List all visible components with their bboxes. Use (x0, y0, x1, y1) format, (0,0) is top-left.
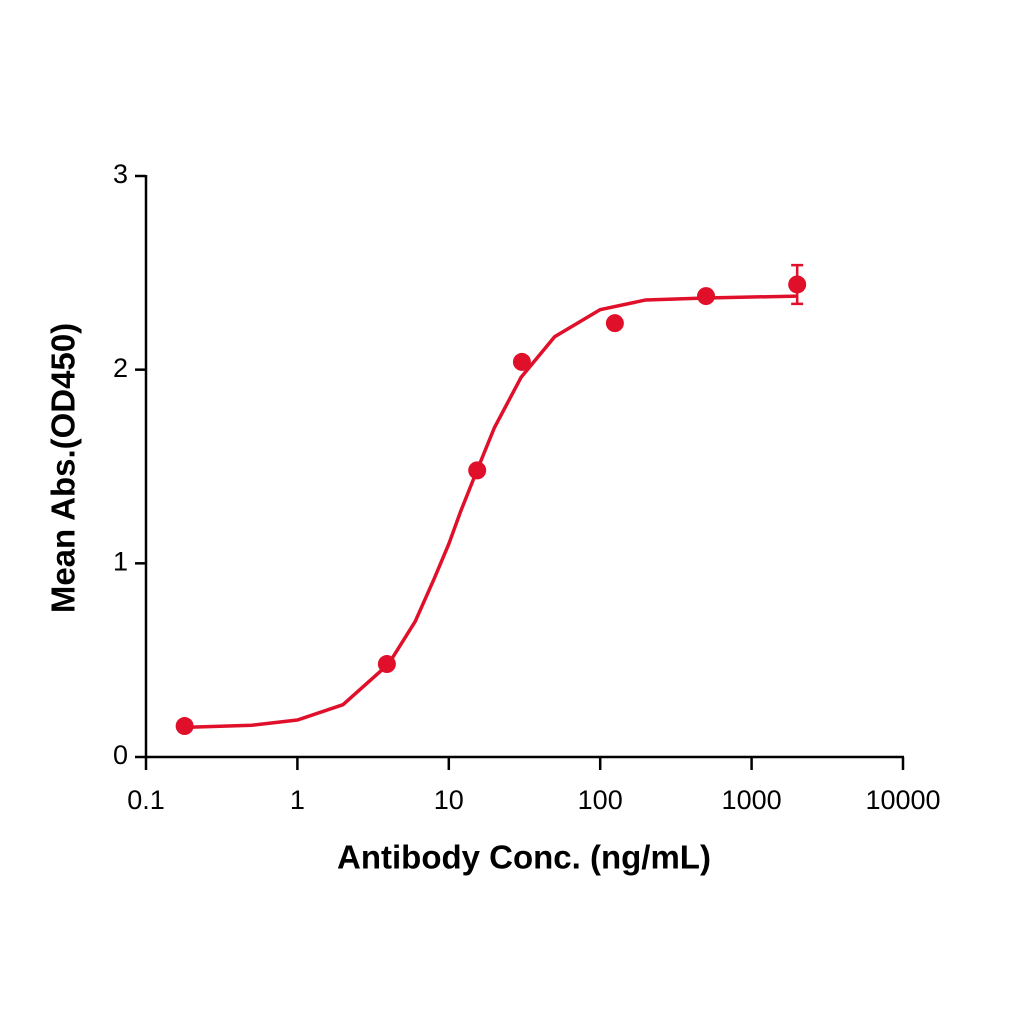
data-point (468, 461, 487, 480)
data-point (175, 717, 194, 736)
data-point (512, 352, 531, 371)
y-axis-title: Mean Abs.(OD450) (45, 323, 82, 613)
x-tick-label: 1 (290, 785, 305, 815)
data-point (377, 655, 396, 674)
data-point (697, 287, 716, 306)
x-tick-label: 10000 (865, 785, 940, 815)
x-tick-label: 0.1 (127, 785, 165, 815)
y-tick-label: 1 (113, 546, 128, 576)
x-tick-label: 1000 (722, 785, 782, 815)
y-tick-label: 3 (113, 159, 128, 189)
x-axis-title: Antibody Conc. (ng/mL) (337, 839, 711, 876)
data-point (788, 275, 807, 294)
x-tick-label: 10 (434, 785, 464, 815)
x-tick-label: 100 (578, 785, 623, 815)
fit-curve (184, 294, 798, 730)
y-tick-label: 2 (113, 353, 128, 383)
y-tick-label: 0 (113, 740, 128, 770)
data-point (605, 314, 624, 333)
